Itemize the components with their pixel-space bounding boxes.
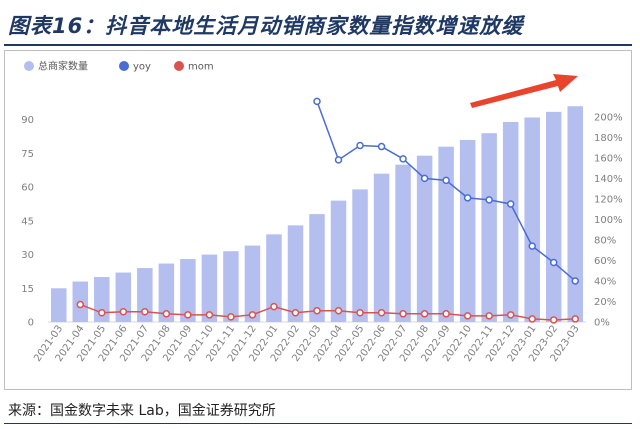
bar — [524, 117, 540, 322]
legend-swatch — [174, 61, 184, 71]
y-right-tick-label: 160% — [594, 153, 623, 164]
y-right-tick-label: 140% — [594, 174, 623, 185]
yoy-point — [399, 155, 407, 163]
yoy-point — [549, 258, 558, 267]
bottom-rule — [4, 423, 632, 424]
mom-point — [291, 309, 300, 317]
yoy-point — [442, 176, 450, 185]
mom-point — [205, 311, 214, 319]
bar — [51, 288, 67, 322]
mom-point — [528, 315, 536, 323]
bar — [266, 234, 282, 322]
bar — [180, 259, 196, 322]
y-right-tick-label: 180% — [594, 133, 623, 144]
mom-point — [270, 302, 278, 311]
mom-point — [463, 312, 472, 320]
source-note: 来源：国金数字未来 Lab，国金证券研究所 — [8, 403, 276, 419]
legend-label: 总商家数量 — [38, 60, 88, 73]
y-right-tick-label: 20% — [594, 297, 616, 308]
yoy-point — [528, 242, 536, 250]
mom-point — [76, 300, 85, 309]
bar — [481, 133, 497, 322]
title-bar: 图表16：抖音本地生活月动销商家数量指数增速放缓 — [4, 6, 632, 46]
y-right-tick-label: 40% — [594, 276, 616, 287]
y-right-tick-label: 0% — [594, 318, 610, 329]
mom-point — [141, 307, 149, 316]
legend-swatch — [119, 61, 129, 71]
legend-swatch — [24, 61, 34, 71]
y-left-tick-label: 15 — [21, 284, 34, 295]
yoy-point — [420, 174, 429, 183]
bar — [244, 245, 261, 322]
mom-point — [248, 311, 257, 319]
mom-point — [334, 306, 343, 315]
yoy-point — [334, 156, 343, 164]
bar — [201, 254, 218, 322]
mom-point — [571, 315, 579, 323]
chart-title: 图表16：抖音本地生活月动销商家数量指数增速放缓 — [8, 14, 524, 38]
bar — [223, 251, 239, 322]
bar — [115, 272, 132, 322]
mom-line — [80, 303, 576, 321]
y-right-tick-label: 200% — [594, 112, 623, 123]
bar — [567, 106, 583, 322]
yoy-point — [377, 142, 386, 151]
bar — [352, 189, 368, 322]
bar — [287, 225, 304, 322]
bar — [158, 263, 175, 322]
legend-label: yoy — [133, 62, 151, 73]
bar — [330, 200, 347, 322]
mom-point — [162, 310, 171, 318]
mom-point — [485, 312, 493, 320]
bar — [137, 268, 153, 322]
bar — [502, 121, 519, 322]
mom-point — [313, 306, 321, 315]
y-right-tick-label: 120% — [594, 194, 623, 205]
yoy-point — [571, 277, 579, 285]
mom-point — [356, 309, 364, 317]
mom-point — [442, 310, 450, 318]
y-left-tick-label: 90 — [21, 115, 34, 126]
mom-point — [227, 313, 235, 321]
yoy-point — [485, 196, 493, 204]
bar — [373, 173, 390, 322]
mom-point — [377, 309, 386, 317]
y-left-tick-label: 60 — [21, 183, 34, 194]
mom-point — [184, 311, 192, 319]
y-left-tick-label: 30 — [21, 250, 34, 261]
yoy-point — [463, 194, 472, 202]
yoy-point — [313, 97, 321, 106]
bar — [459, 139, 476, 322]
mom-point — [98, 309, 106, 317]
bar — [438, 146, 454, 322]
yoy-point — [356, 141, 364, 150]
y-right-tick-label: 100% — [594, 215, 623, 226]
mom-point — [549, 316, 558, 324]
trend-arrow — [470, 74, 578, 108]
bar — [416, 155, 433, 322]
chart-frame — [4, 50, 632, 390]
bar — [309, 214, 325, 322]
yoy-point — [506, 200, 515, 208]
y-left-tick-label: 75 — [21, 149, 34, 160]
mom-point — [420, 310, 429, 318]
y-right-tick-label: 80% — [594, 235, 616, 246]
legend-label: mom — [188, 62, 214, 73]
mom-point — [506, 311, 515, 319]
y-right-tick-label: 60% — [594, 256, 616, 267]
bar — [545, 111, 562, 322]
y-left-tick-label: 45 — [21, 216, 34, 227]
mom-point — [399, 310, 407, 318]
y-left-tick-label: 0 — [28, 318, 34, 329]
mom-point — [119, 307, 128, 316]
bar — [395, 164, 411, 322]
